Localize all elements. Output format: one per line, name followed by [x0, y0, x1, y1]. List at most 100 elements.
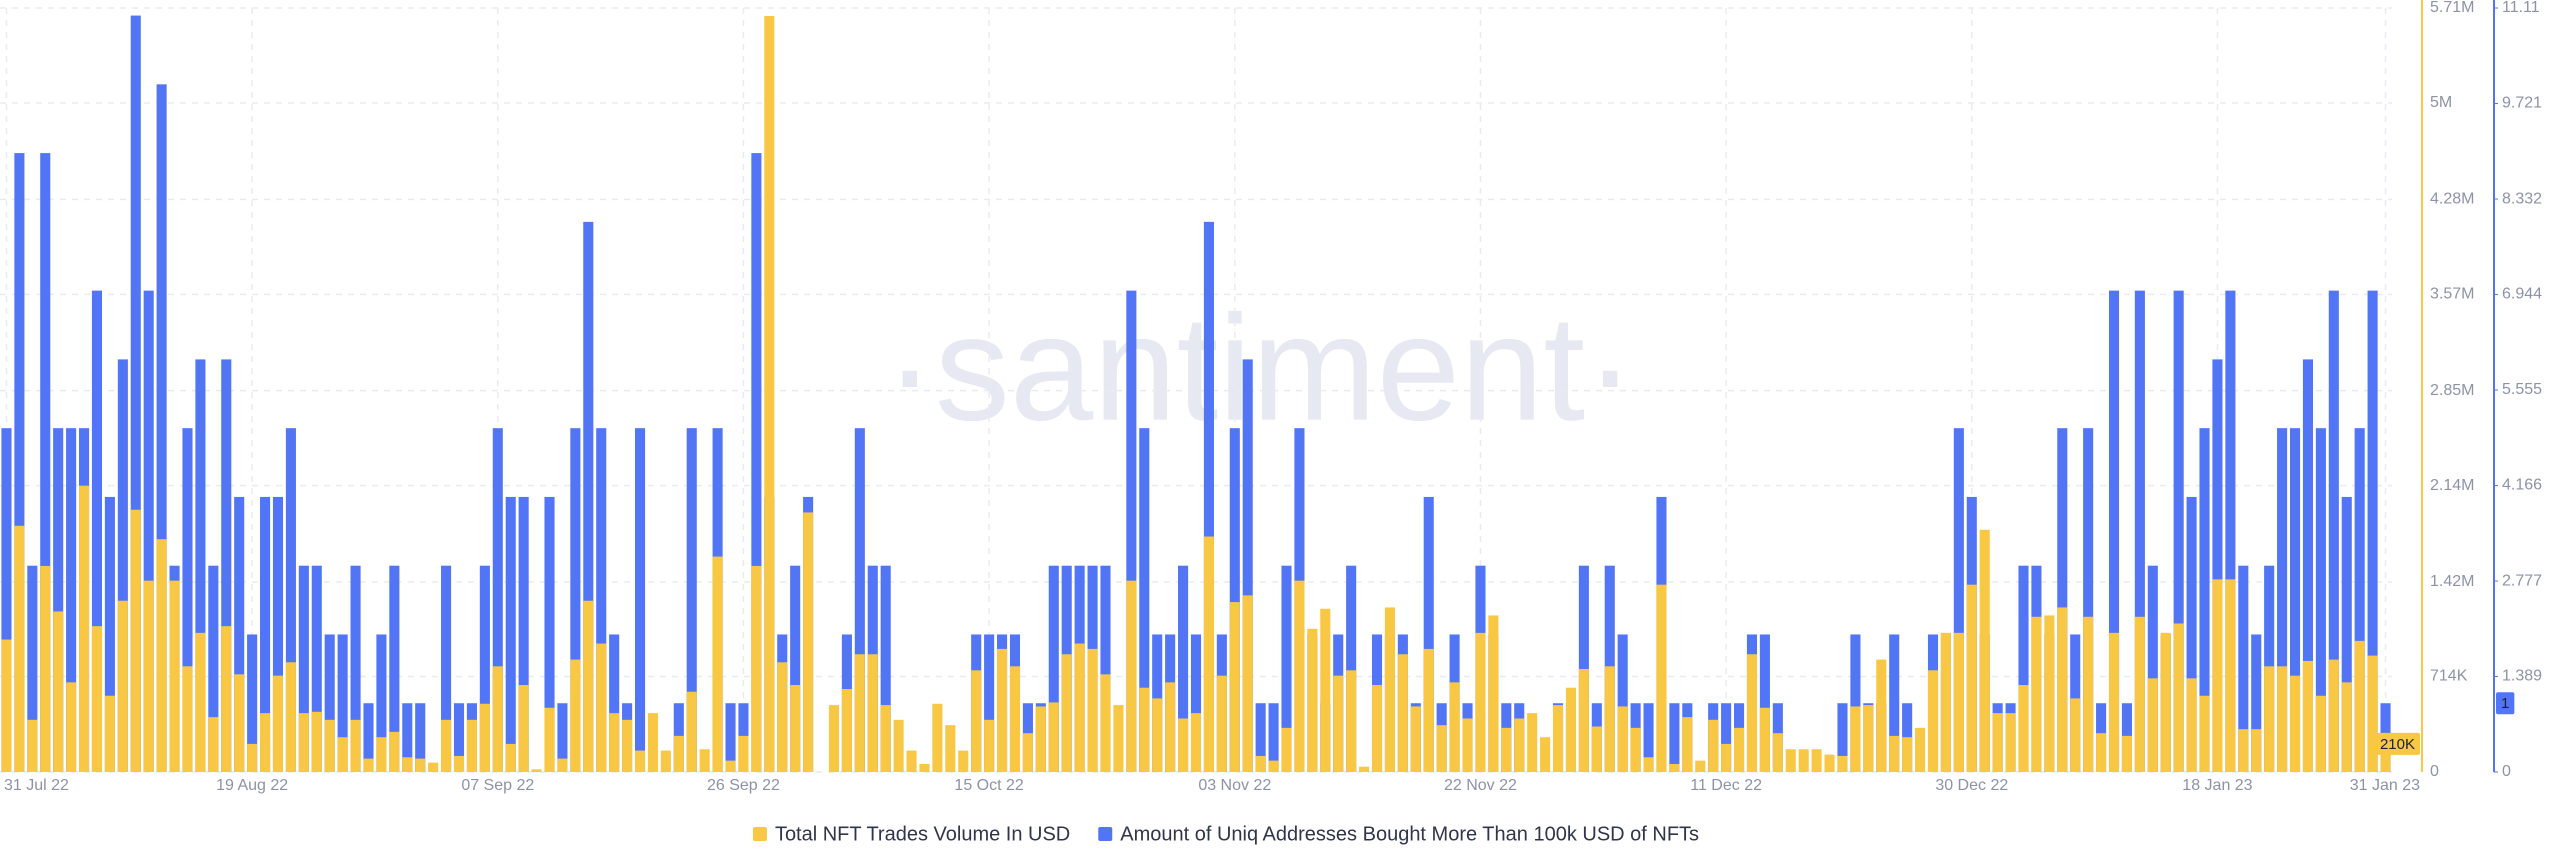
bar [544, 496, 555, 772]
bar [880, 705, 891, 772]
bar [1721, 743, 1732, 772]
legend-label: Total NFT Trades Volume In USD [775, 823, 1070, 845]
bar [350, 565, 361, 772]
bar [2328, 659, 2339, 772]
bar [389, 731, 400, 772]
bar [2238, 729, 2249, 772]
bar [311, 565, 322, 772]
y2-tick-label: 2.777 [2502, 572, 2542, 589]
bar [1255, 755, 1266, 772]
bar [2238, 565, 2249, 772]
bar [1281, 727, 1292, 772]
bar [1410, 706, 1421, 772]
y2-tick-label: 6.944 [2502, 286, 2542, 303]
bar [1346, 565, 1357, 772]
x-tick-label: 30 Dec 22 [1935, 777, 2008, 794]
bar [272, 496, 284, 772]
bar [324, 634, 335, 772]
bar [1307, 628, 1318, 772]
bar [298, 565, 309, 772]
bar [634, 750, 646, 772]
bar [1772, 733, 1783, 772]
x-tick-label: 11 Dec 22 [1690, 777, 1762, 794]
bar [66, 682, 77, 772]
bar [1320, 608, 1331, 772]
bar [27, 565, 38, 772]
bar [1139, 687, 1150, 772]
bar [673, 735, 684, 772]
bar [1785, 749, 1796, 772]
bar [247, 634, 258, 772]
bar [1268, 703, 1279, 772]
bar [1889, 634, 1900, 772]
bar [2354, 428, 2365, 772]
bar [1759, 634, 1770, 772]
bar [2264, 666, 2275, 772]
bar [790, 565, 801, 772]
bar [1695, 760, 1706, 772]
last-value-badge [2496, 692, 2515, 715]
bar [1359, 766, 1370, 772]
bar [2367, 655, 2378, 772]
bar [53, 428, 64, 772]
bar [1190, 713, 1202, 772]
bar [1384, 607, 1395, 772]
bar [867, 654, 878, 772]
bar [2199, 695, 2210, 772]
bar [104, 496, 115, 772]
bar [1837, 755, 1848, 772]
bar [221, 626, 232, 772]
bar [53, 611, 64, 772]
bar [1436, 725, 1447, 772]
bar [91, 626, 103, 772]
bar [2108, 290, 2120, 772]
axes: 0 714K 1.42M 2.14M 2.85M 3.57M 4.28M 5M 5.71M 0 1.… [4, 0, 2542, 794]
bar [518, 496, 529, 772]
bar [1100, 565, 1111, 772]
bar [1281, 565, 1292, 772]
bar [311, 711, 322, 772]
bar [1022, 733, 1033, 772]
bar [854, 428, 865, 772]
y-tick-label: 2.14M [2430, 477, 2474, 494]
bar [622, 719, 633, 772]
bar [1475, 632, 1486, 772]
bar [2108, 632, 2120, 772]
bar [2341, 496, 2352, 772]
y2-tick-label: 1.389 [2502, 668, 2542, 685]
bar [1203, 221, 1214, 772]
bar [2315, 428, 2326, 772]
x-tick-label: 18 Jan 23 [2182, 777, 2252, 794]
bar [984, 719, 995, 772]
bar [117, 600, 128, 772]
bar [441, 719, 452, 772]
bar [363, 703, 374, 772]
bar [1927, 670, 1939, 772]
bar [1746, 654, 1758, 772]
y2-tick-label: 4.166 [2502, 477, 2542, 494]
bar [298, 713, 309, 772]
bar [1617, 634, 1628, 772]
bar [1126, 290, 1137, 772]
bar [1242, 595, 1253, 772]
y-tick-label: 2.85M [2430, 382, 2474, 399]
bar [2341, 682, 2352, 772]
bar [1721, 703, 1732, 772]
y-tick-label: 5M [2430, 94, 2452, 111]
bar [1604, 666, 1615, 772]
bar [2160, 632, 2171, 772]
bar [208, 565, 219, 772]
bar [1552, 705, 1564, 772]
bar [2225, 579, 2236, 772]
bar [389, 565, 400, 772]
bar [337, 737, 348, 772]
bar [596, 428, 607, 772]
bar [14, 525, 25, 772]
bar [441, 565, 452, 772]
y2-tick-label: 5.555 [2502, 381, 2542, 398]
bar [182, 666, 193, 772]
bar [971, 670, 982, 772]
bar [156, 84, 167, 772]
